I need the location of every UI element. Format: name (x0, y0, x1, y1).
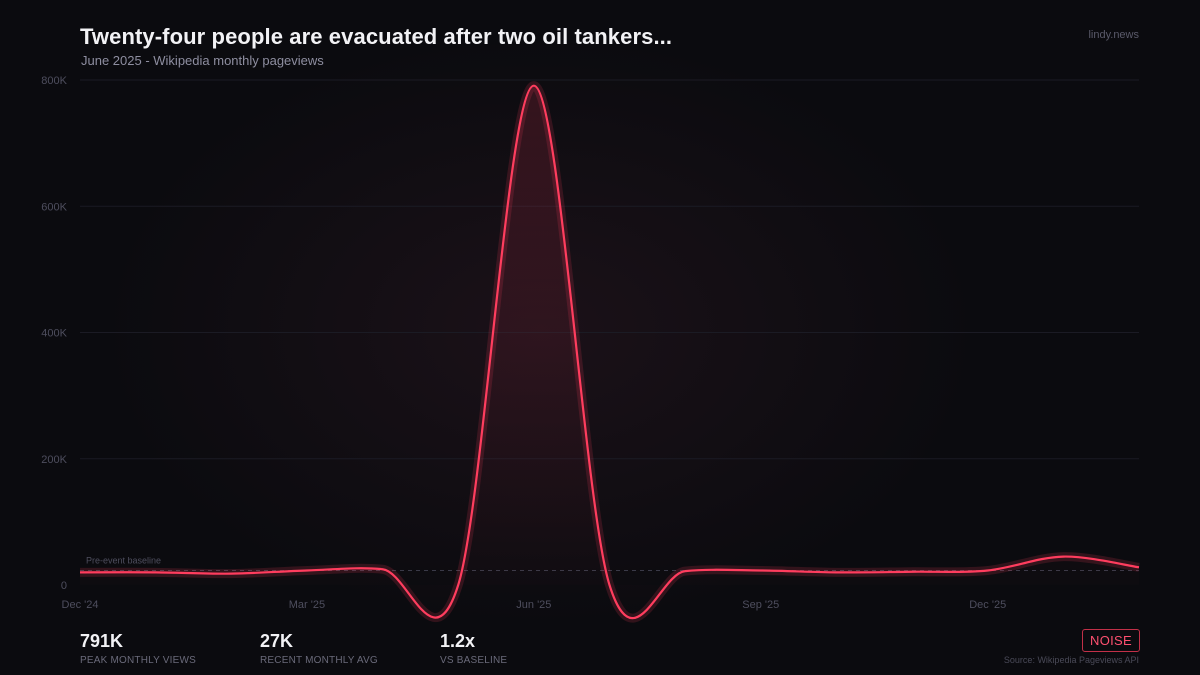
x-tick-label: Jun '25 (516, 599, 551, 611)
x-axis: Dec '24 Mar '25 Jun '25 Sep '25 Dec '25 (62, 599, 1007, 611)
grid-lines (80, 79, 1139, 460)
y-axis: 0 200K 400K 600K 800K (41, 75, 67, 592)
baseline-label: Pre-event baseline (86, 555, 161, 565)
classification-badge: NOISE (1082, 629, 1140, 652)
data-point (305, 569, 308, 572)
x-tick-label: Sep '25 (742, 599, 779, 611)
data-point (910, 570, 913, 573)
series-line (79, 84, 1140, 619)
stat-peak-label: PEAK MONTHLY VIEWS (80, 655, 197, 666)
page-subtitle: June 2025 - Wikipedia monthly pageviews (81, 53, 324, 68)
y-tick-label: 600K (41, 201, 67, 213)
brand-link[interactable]: lindy.news (1088, 29, 1139, 41)
data-point (230, 572, 233, 575)
x-tick-label: Dec '25 (969, 599, 1006, 611)
data-point (1137, 566, 1140, 569)
x-tick-label: Mar '25 (289, 599, 325, 611)
stat-vs-baseline-label: VS BASELINE (440, 655, 508, 666)
stat-peak: 791K PEAK MONTHLY VIEWS (80, 631, 196, 666)
series-area (80, 85, 1139, 619)
y-tick-label: 0 (61, 580, 67, 592)
data-point (1062, 555, 1065, 558)
stat-vs-baseline: 1.2x VS BASELINE (440, 631, 507, 666)
data-point (684, 570, 687, 573)
data-point (154, 571, 157, 574)
baseline: Pre-event baseline (80, 555, 1139, 571)
stat-vs-baseline-value: 1.2x (440, 631, 476, 651)
data-point (78, 571, 81, 574)
data-point (381, 568, 384, 571)
y-tick-label: 200K (41, 454, 67, 466)
data-point (986, 569, 989, 572)
stat-recent-avg-label: RECENT MONTHLY AVG (260, 655, 378, 666)
y-tick-label: 400K (41, 328, 67, 340)
y-tick-label: 800K (41, 75, 67, 87)
series-line-glow (79, 81, 1140, 623)
data-point (532, 84, 535, 87)
source-note: Source: Wikipedia Pageviews API (1003, 655, 1139, 665)
x-tick-label: Dec '24 (62, 599, 99, 611)
data-point (835, 571, 838, 574)
stat-peak-value: 791K (80, 631, 124, 651)
page-title: Twenty-four people are evacuated after t… (80, 24, 673, 49)
data-point (608, 583, 611, 586)
series (78, 81, 1140, 623)
data-point (457, 583, 460, 586)
stat-recent-avg: 27K RECENT MONTHLY AVG (260, 631, 378, 666)
stat-recent-avg-value: 27K (260, 631, 294, 651)
data-point (759, 569, 762, 572)
